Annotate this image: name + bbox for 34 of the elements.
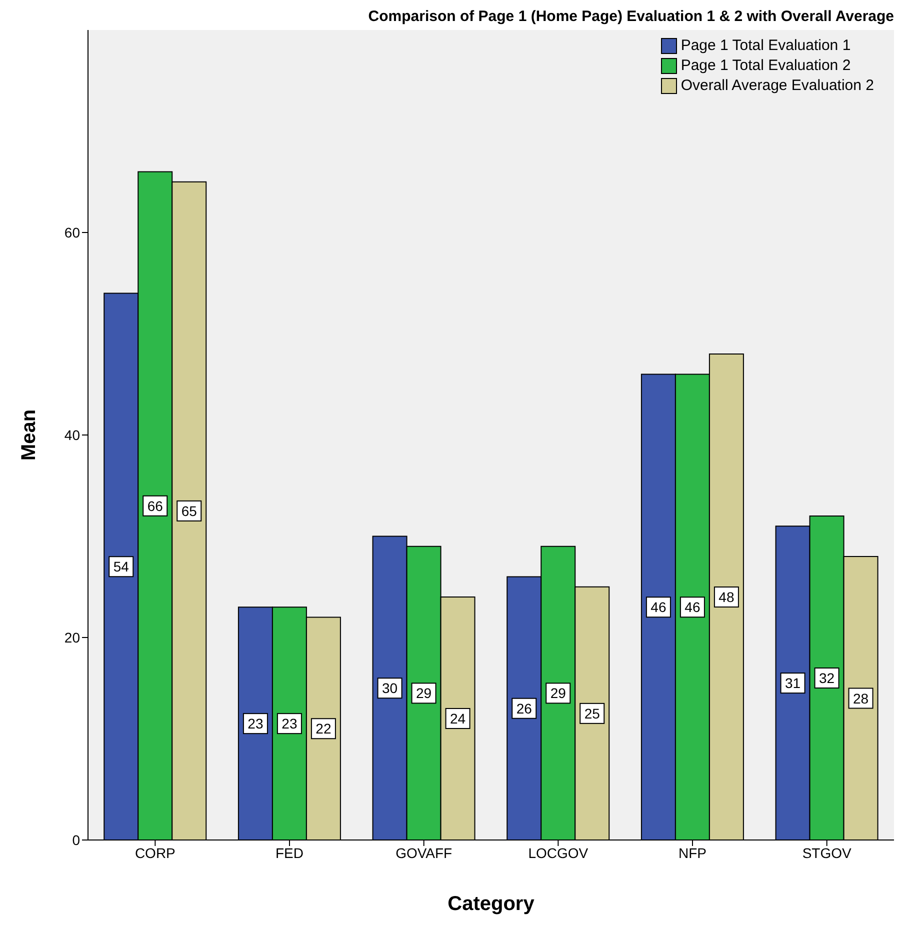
- data-label: 29: [416, 685, 432, 702]
- x-tick-label: FED: [276, 844, 304, 861]
- data-label: 28: [853, 690, 869, 706]
- data-label: 23: [282, 716, 298, 732]
- x-tick-label: CORP: [134, 844, 176, 861]
- x-tick-label: NFP: [678, 844, 706, 861]
- data-label: 22: [316, 720, 332, 737]
- data-label: 23: [248, 716, 264, 732]
- data-label: 46: [650, 599, 666, 616]
- y-tick-label: 40: [64, 426, 80, 443]
- data-label: 54: [113, 558, 130, 575]
- x-axis-title: Category: [448, 893, 536, 915]
- y-tick-label: 0: [72, 832, 80, 848]
- y-axis-title: Mean: [18, 409, 40, 461]
- legend-label: Page 1 Total Evaluation 2: [680, 56, 851, 76]
- data-label: 25: [584, 705, 600, 722]
- legend-label: Overall Average Evaluation 2: [680, 76, 874, 96]
- x-tick-label: GOVAFF: [396, 844, 452, 861]
- x-tick-label: LOCGOV: [528, 844, 589, 861]
- chart-title: Comparison of Page 1 (Home Page) Evaluation 1 & 2 with Overall Average: [367, 8, 895, 27]
- data-label: 65: [181, 502, 198, 519]
- data-label: 29: [550, 685, 566, 702]
- x-tick-label: STGOV: [802, 844, 852, 861]
- data-label: 66: [147, 498, 164, 514]
- data-label: 48: [718, 589, 734, 605]
- data-label: 26: [516, 700, 532, 716]
- legend-label: Page 1 Total Evaluation 1: [680, 36, 851, 56]
- y-tick-label: 20: [64, 629, 80, 646]
- data-label: 32: [819, 670, 835, 686]
- data-label: 24: [450, 710, 466, 726]
- data-label: 31: [785, 675, 801, 692]
- y-tick-label: 60: [64, 224, 80, 240]
- data-label: 30: [382, 680, 398, 696]
- data-label: 46: [684, 599, 700, 616]
